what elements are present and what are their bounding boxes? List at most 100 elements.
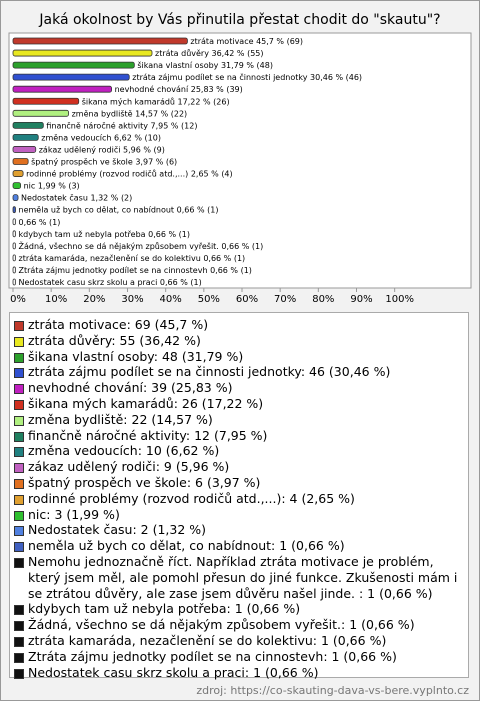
x-tick-label: 70%	[274, 294, 296, 305]
bar-label: změna bydliště 14,57 % (22)	[72, 108, 188, 118]
legend: ztráta motivace: 69 (45,7 %) ztráta důvěr…	[9, 312, 469, 681]
bar	[12, 37, 188, 45]
legend-item: Nedostatek času: 2 (1,32 %)	[14, 522, 464, 538]
legend-item: zákaz udělený rodiči: 9 (5,96 %)	[14, 459, 464, 475]
legend-item: ztráta motivace: 69 (45,7 %)	[14, 317, 464, 333]
legend-item: ztráta zájmu podílet se na činnosti jedn…	[14, 364, 464, 380]
category-label: Žádná, všechno se dá nějakým způsobem vy…	[19, 239, 219, 250]
x-tick-label: 60%	[236, 294, 258, 305]
category-label: neměla už bych co dělat, co nabídnout	[19, 205, 175, 214]
bar-label: rodinné problémy (rozvod rodičů atd.,...…	[26, 168, 233, 178]
value-label: 36,42 % (55)	[211, 49, 263, 58]
bar-label: ztráta kamaráda, nezačlenění se do kolek…	[19, 252, 246, 262]
legend-swatch	[14, 605, 24, 616]
bar-label: kdybych tam už nebyla potřeba 0,66 % (1)	[19, 229, 190, 238]
category-label: šikana mých kamarádů	[82, 96, 175, 106]
legend-label: šikana vlastní osoby: 48 (31,79 %)	[28, 348, 244, 364]
value-label: 0,66 % (1)	[203, 253, 245, 262]
legend-label: Nedostatek času: 2 (1,32 %)	[28, 522, 207, 538]
bar	[12, 266, 16, 274]
legend-label: zákaz udělený rodiči: 9 (5,96 %)	[28, 459, 230, 475]
x-tick-label: 80%	[312, 294, 334, 305]
bar	[12, 97, 80, 105]
category-label: ztráta motivace	[190, 37, 253, 46]
value-label: 14,57 % (22)	[135, 109, 187, 118]
category-label: zákaz udělený rodiči	[39, 144, 121, 154]
legend-item: rodinné problémy (rozvod rodičů atd.,...…	[14, 491, 464, 507]
bar-label: šikana vlastní osoby 31,79 % (48)	[137, 60, 273, 70]
bar-label: ztráta zájmu podílet se na činnosti jedn…	[132, 72, 362, 82]
bar	[12, 206, 16, 214]
legend-item: kdybych tam už nebyla potřeba: 1 (0,66 %…	[14, 601, 464, 617]
legend-label: rodinné problémy (rozvod rodičů atd.,...…	[28, 490, 355, 506]
bar-label: nevhodné chování 25,83 % (39)	[115, 84, 243, 94]
bar	[12, 73, 130, 81]
bar	[12, 254, 16, 262]
category-label: kdybych tam už nebyla potřeba	[19, 229, 146, 238]
legend-swatch	[14, 431, 24, 442]
category-label: Ztráta zájmu jednotky podílet se na cinn…	[19, 265, 208, 274]
x-tick-label: 40%	[160, 294, 182, 305]
bar	[12, 121, 44, 129]
x-tick-label: 30%	[121, 294, 143, 305]
category-label: ztráta zájmu podílet se na činnosti jedn…	[132, 72, 307, 82]
legend-label: ztráta zájmu podílet se na činnosti jedn…	[28, 364, 391, 380]
bar	[12, 218, 16, 226]
legend-label: Žádná, všechno se dá nějakým způsobem vy…	[28, 617, 415, 633]
legend-swatch	[14, 478, 24, 489]
category-label: změna bydliště	[72, 108, 133, 118]
legend-swatch	[14, 368, 24, 379]
value-label: 0,66 % (1)	[210, 265, 252, 274]
value-label: 45,7 % (69)	[256, 37, 303, 46]
bar-label: Ztráta zájmu jednotky podílet se na cinn…	[19, 265, 252, 274]
x-tick-label: 90%	[350, 294, 372, 305]
value-label: 0,66 % (1)	[160, 278, 202, 287]
bar	[12, 109, 70, 117]
legend-swatch	[14, 447, 24, 458]
legend-label: kdybych tam už nebyla potřeba: 1 (0,66 %…	[28, 601, 301, 617]
value-label: 31,79 % (48)	[221, 61, 273, 70]
value-label: 1,32 % (2)	[90, 193, 132, 202]
legend-item: špatný prospěch ve škole: 6 (3,97 %)	[14, 475, 464, 491]
bar	[12, 170, 24, 177]
bar-label: neměla už bych co dělat, co nabídnout 0,…	[19, 205, 219, 214]
chart: Jaká okolnost by Vás přinutila přestat c…	[8, 12, 472, 305]
bar-label: finančně náročné aktivity 7,95 % (12)	[46, 120, 197, 130]
bar-label: 0,66 % (1)	[19, 217, 61, 226]
legend-label: změna bydliště: 22 (14,57 %)	[28, 411, 213, 427]
bar-label: nic 1,99 % (3)	[24, 181, 80, 190]
value-label: 30,46 % (46)	[310, 73, 362, 82]
bar-label: ztráta důvěry 36,42 % (55)	[155, 48, 263, 58]
category-label: šikana vlastní osoby	[137, 60, 218, 70]
legend-label: ztráta důvěry: 55 (36,42 %)	[28, 332, 201, 348]
legend-item: změna bydliště: 22 (14,57 %)	[14, 412, 464, 428]
category-label: finančně náročné aktivity	[46, 120, 148, 130]
category-label: ztráta důvěry	[155, 48, 209, 58]
legend-item: změna vedoucích: 10 (6,62 %)	[14, 443, 464, 459]
legend-swatch	[14, 542, 24, 553]
legend-swatch	[14, 399, 24, 410]
value-label: 7,95 % (12)	[151, 121, 198, 130]
bar	[12, 242, 16, 250]
legend-item: Nemohu jednoznačně říct. Například ztrát…	[14, 554, 464, 601]
bar-label: špatný prospěch ve škole 3,97 % (6)	[31, 156, 177, 166]
bar	[12, 158, 29, 165]
legend-item: Žádná, všechno se dá nějakým způsobem vy…	[14, 617, 464, 633]
legend-label: Nemohu jednoznačně říct. Například ztrát…	[28, 553, 458, 601]
value-label: 5,96 % (9)	[123, 145, 165, 154]
category-label: špatný prospěch ve škole	[31, 156, 133, 166]
value-label: 0,66 % (1)	[148, 229, 190, 238]
legend-label: špatný prospěch ve škole: 6 (3,97 %)	[28, 474, 261, 490]
legend-item: šikana vlastní osoby: 48 (31,79 %)	[14, 349, 464, 365]
bar	[12, 133, 39, 141]
x-tick-label: 100%	[385, 294, 414, 305]
legend-item: Nedostatek casu skrz skolu a praci: 1 (0…	[14, 665, 464, 681]
legend-item: ztráta kamaráda, nezačlenění se do kolek…	[14, 633, 464, 649]
legend-label: změna vedoucích: 10 (6,62 %)	[28, 443, 220, 459]
value-label: 0,66 % (1)	[221, 241, 263, 250]
bar	[12, 49, 153, 57]
bar	[12, 230, 16, 238]
legend-swatch	[14, 652, 24, 663]
category-label: nic	[24, 181, 36, 190]
